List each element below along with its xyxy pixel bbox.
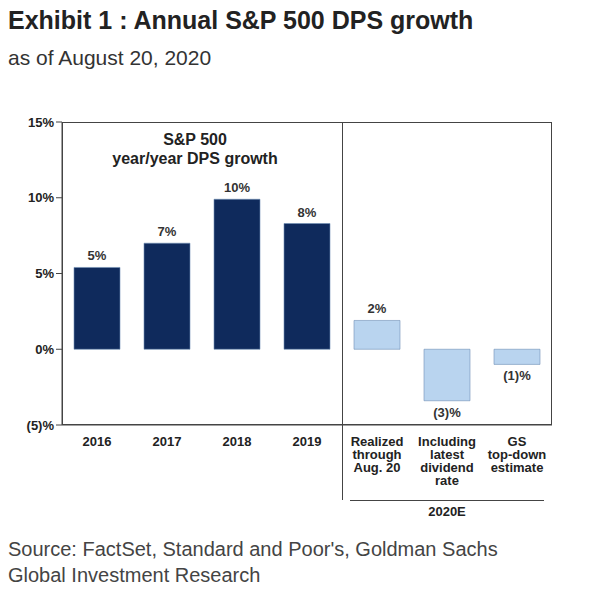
svg-text:GStop-downestimate: GStop-downestimate [488, 434, 547, 475]
svg-text:RealizedthroughAug. 20: RealizedthroughAug. 20 [351, 434, 404, 475]
svg-text:8%: 8% [298, 205, 317, 220]
svg-text:(1)%: (1)% [503, 368, 531, 383]
svg-text:2016: 2016 [83, 434, 112, 449]
svg-text:(3)%: (3)% [433, 405, 461, 420]
svg-text:10%: 10% [28, 190, 54, 205]
html-text:2020E: 2020E [428, 504, 466, 519]
html-text:as of August 20, 2020: as of August 20, 2020 [8, 46, 212, 69]
svg-text:Includinglatestdividendrate: Includinglatestdividendrate [418, 434, 476, 488]
svg-text:2018: 2018 [223, 434, 252, 449]
svg-text:2%: 2% [368, 301, 387, 316]
svg-text:(5)%: (5)% [27, 418, 55, 433]
svg-text:5%: 5% [88, 248, 107, 263]
svg-text:2017: 2017 [153, 434, 182, 449]
html-text:year/year DPS growth: year/year DPS growth [112, 150, 278, 167]
svg-text:10%: 10% [224, 180, 250, 195]
html-text:Exhibit 1 : Annual S&P 500 DPS: Exhibit 1 : Annual S&P 500 DPS growth [8, 6, 474, 34]
html-text:S&P 500: S&P 500 [163, 131, 227, 148]
html-text:Source: FactSet, Standard and: Source: FactSet, Standard and Poor's, Go… [8, 538, 498, 586]
svg-text:15%: 15% [28, 115, 54, 130]
svg-text:7%: 7% [158, 224, 177, 239]
svg-text:2019: 2019 [293, 434, 322, 449]
svg-text:5%: 5% [35, 266, 54, 281]
svg-text:0%: 0% [35, 342, 54, 357]
